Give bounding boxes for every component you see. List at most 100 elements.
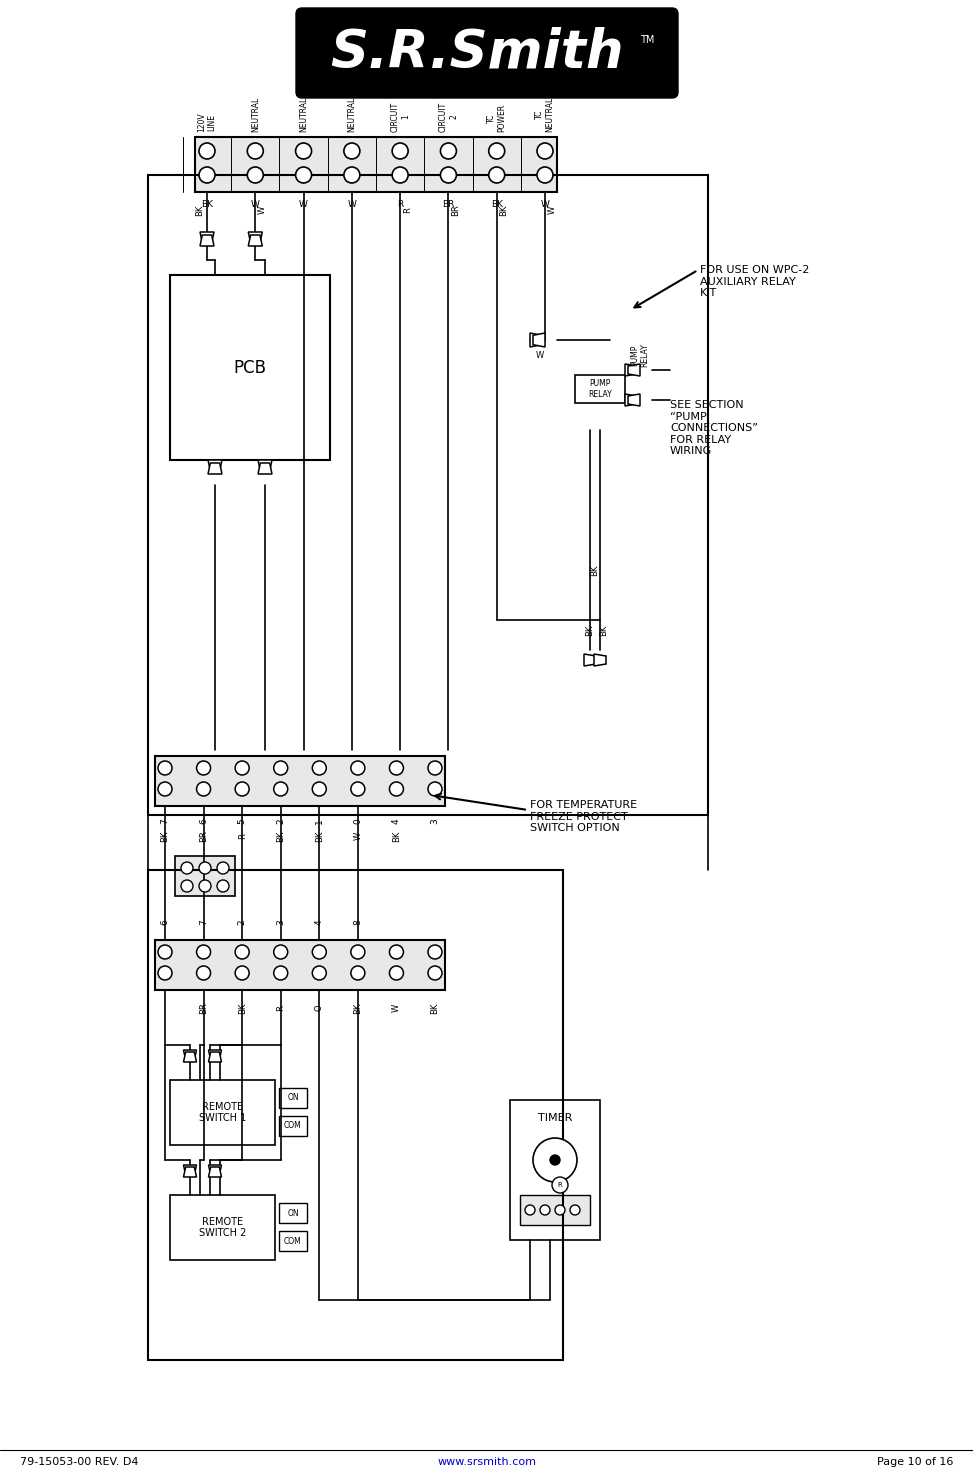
Polygon shape	[200, 232, 214, 243]
Circle shape	[197, 966, 210, 980]
Circle shape	[181, 880, 193, 891]
Polygon shape	[208, 460, 222, 471]
Text: BK: BK	[392, 830, 401, 841]
Text: NEUTRAL: NEUTRAL	[251, 97, 260, 132]
Text: BK: BK	[196, 204, 204, 216]
Circle shape	[312, 761, 326, 775]
Text: 2: 2	[276, 818, 285, 824]
Bar	[148, 175, 708, 815]
Polygon shape	[184, 1050, 197, 1061]
Text: SEE SECTION
“PUMP
CONNECTIONS”
FOR RELAY
WIRING: SEE SECTION “PUMP CONNECTIONS” FOR RELAY…	[670, 400, 758, 456]
Circle shape	[199, 168, 215, 182]
Text: 120V
LINE: 120V LINE	[198, 112, 217, 132]
Text: 1: 1	[315, 818, 324, 824]
Polygon shape	[628, 394, 640, 406]
Bar	[148, 869, 563, 1361]
Circle shape	[351, 783, 365, 796]
Text: BR: BR	[199, 830, 208, 841]
Text: BK: BK	[315, 830, 324, 841]
Text: PCB: PCB	[234, 359, 267, 377]
Text: BK: BK	[237, 1002, 246, 1014]
Text: 6: 6	[161, 919, 169, 925]
Circle shape	[312, 966, 326, 980]
Bar	[175, 856, 235, 896]
Text: ON: ON	[287, 1209, 299, 1218]
Circle shape	[247, 168, 264, 182]
Text: PUMP
RELAY: PUMP RELAY	[631, 343, 650, 366]
Circle shape	[428, 761, 442, 775]
Text: 2: 2	[237, 919, 246, 925]
Circle shape	[540, 1205, 550, 1215]
Bar	[510, 1100, 600, 1240]
Bar	[279, 1116, 307, 1136]
Circle shape	[197, 761, 210, 775]
Polygon shape	[625, 363, 637, 377]
Circle shape	[428, 944, 442, 959]
Polygon shape	[248, 232, 263, 243]
Circle shape	[392, 168, 408, 182]
Text: COM: COM	[284, 1237, 302, 1246]
Circle shape	[217, 880, 229, 891]
Polygon shape	[584, 655, 596, 666]
Text: TC
NEUTRAL: TC NEUTRAL	[535, 97, 555, 132]
Circle shape	[537, 168, 553, 182]
Text: O: O	[315, 1005, 324, 1012]
Text: W: W	[392, 1003, 401, 1012]
Text: BR: BR	[443, 200, 454, 209]
Circle shape	[273, 761, 288, 775]
Bar	[575, 375, 625, 403]
Circle shape	[550, 1155, 560, 1165]
Circle shape	[235, 966, 249, 980]
Text: TM: TM	[640, 35, 654, 46]
Circle shape	[158, 783, 172, 796]
Text: ON: ON	[287, 1093, 299, 1102]
Polygon shape	[200, 235, 214, 246]
Circle shape	[273, 783, 288, 796]
Text: PUMP
RELAY: PUMP RELAY	[588, 380, 612, 399]
Text: S.R.Smith: S.R.Smith	[330, 26, 624, 78]
Polygon shape	[625, 394, 637, 406]
Text: BK: BK	[353, 1002, 362, 1014]
Text: BK: BK	[490, 200, 503, 209]
Text: BK: BK	[276, 830, 285, 841]
Text: R: R	[276, 1005, 285, 1011]
Circle shape	[537, 143, 553, 159]
Circle shape	[273, 944, 288, 959]
Circle shape	[199, 862, 211, 874]
Circle shape	[428, 783, 442, 796]
Text: TC
POWER: TC POWER	[487, 104, 506, 132]
Text: BK: BK	[161, 830, 169, 841]
Polygon shape	[184, 1165, 197, 1175]
Text: 7: 7	[199, 919, 208, 925]
Circle shape	[181, 862, 193, 874]
Circle shape	[389, 966, 404, 980]
Text: www.srsmith.com: www.srsmith.com	[438, 1456, 536, 1467]
Text: 5: 5	[237, 818, 246, 824]
Bar	[155, 756, 445, 806]
Text: R: R	[237, 833, 246, 838]
Circle shape	[555, 1205, 565, 1215]
Circle shape	[158, 944, 172, 959]
Bar	[195, 137, 557, 193]
Circle shape	[235, 761, 249, 775]
Polygon shape	[533, 332, 545, 347]
Polygon shape	[208, 1050, 222, 1061]
Text: TIMER: TIMER	[538, 1114, 572, 1122]
Polygon shape	[184, 1052, 197, 1062]
Text: BK: BK	[599, 624, 608, 635]
Polygon shape	[594, 655, 606, 666]
Circle shape	[389, 761, 404, 775]
Polygon shape	[208, 463, 222, 474]
Polygon shape	[208, 1052, 222, 1062]
Text: BK: BK	[591, 565, 599, 575]
Text: BK: BK	[499, 204, 508, 216]
Text: 7: 7	[161, 818, 169, 824]
Circle shape	[197, 944, 210, 959]
Text: 4: 4	[315, 919, 324, 925]
Text: W: W	[353, 833, 362, 840]
Circle shape	[351, 761, 365, 775]
FancyBboxPatch shape	[296, 7, 678, 99]
Circle shape	[389, 783, 404, 796]
Text: R: R	[397, 200, 403, 209]
Text: COM: COM	[284, 1121, 302, 1131]
